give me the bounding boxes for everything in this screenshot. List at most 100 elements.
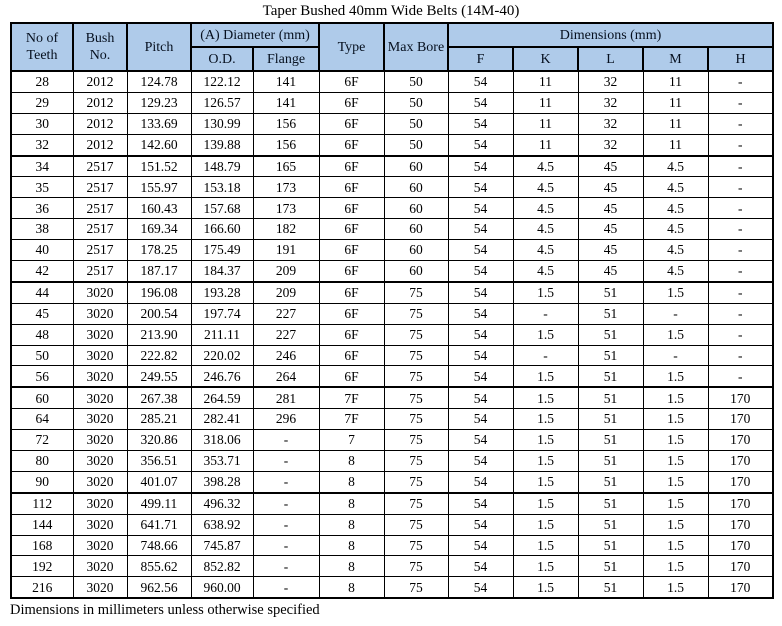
cell: 40 bbox=[10, 239, 74, 262]
cell: - bbox=[707, 344, 774, 367]
cell: - bbox=[512, 302, 579, 325]
cell: 1.5 bbox=[642, 386, 709, 410]
cell: 178.25 bbox=[126, 239, 192, 262]
table-row: 50 3020 222.82 220.02 246 6F 75 54-51- - bbox=[10, 344, 774, 367]
cell: 3020 bbox=[72, 491, 128, 515]
cell: 1.5 bbox=[512, 470, 579, 494]
cell: 4.5 bbox=[642, 218, 709, 241]
cell: 170 bbox=[707, 429, 774, 452]
header-type: Type bbox=[318, 22, 385, 72]
cell: 170 bbox=[707, 576, 774, 599]
cell: 1.5 bbox=[512, 491, 579, 515]
cell: 142.60 bbox=[126, 133, 192, 157]
cell: 54 bbox=[447, 408, 514, 431]
cell: 168 bbox=[10, 534, 74, 557]
cell: 960.00 bbox=[190, 576, 254, 599]
cell: 51 bbox=[577, 323, 644, 346]
table-row: 38 2517 169.34 166.60 182 6F 60 54 4.5 45 4.5- bbox=[10, 218, 774, 241]
cell: - bbox=[707, 133, 774, 157]
cell: 191 bbox=[252, 239, 320, 262]
cell: - bbox=[707, 365, 774, 388]
cell: 51 bbox=[577, 555, 644, 578]
table-row: 36 2517 160.43 157.68 173 6F 60 54 4.5 45 4.5- bbox=[10, 197, 774, 220]
table-body: 28 2012 124.78 122.12 141 6F 50 54 11 32 11-29 2012… bbox=[10, 70, 774, 599]
cell: 11 bbox=[512, 112, 579, 135]
cell: 170 bbox=[707, 450, 774, 472]
cell: 1.5 bbox=[642, 555, 709, 578]
cell: 213.90 bbox=[126, 323, 192, 346]
cell: 1.5 bbox=[642, 280, 709, 304]
cell: 75 bbox=[383, 365, 449, 388]
cell: 54 bbox=[447, 491, 514, 515]
cell: 196.08 bbox=[126, 280, 192, 304]
cell: 3020 bbox=[72, 323, 128, 346]
cell: 32 bbox=[10, 133, 74, 157]
table-row: 42 2517 187.17 184.37 209 6F 60 54 4.5 45 4.5- bbox=[10, 260, 774, 283]
cell: 56 bbox=[10, 365, 74, 388]
cell: - bbox=[707, 112, 774, 135]
cell: 34 bbox=[10, 154, 74, 178]
cell: 4.5 bbox=[642, 197, 709, 220]
cell: 6F bbox=[318, 323, 385, 346]
cell: 2012 bbox=[72, 112, 128, 135]
table-row: 44 3020 196.08 193.28 209 6F 75 54 1.5 51 1.5- bbox=[10, 280, 774, 304]
cell: 54 bbox=[447, 555, 514, 578]
cell: 60 bbox=[383, 197, 449, 220]
cell: 227 bbox=[252, 323, 320, 346]
cell: 6F bbox=[318, 218, 385, 241]
cell: 45 bbox=[577, 197, 644, 220]
cell: 60 bbox=[383, 260, 449, 283]
cell: 748.66 bbox=[126, 534, 192, 557]
cell: 1.5 bbox=[512, 386, 579, 410]
header-h: H bbox=[707, 46, 774, 72]
cell: 1.5 bbox=[512, 534, 579, 557]
cell: 11 bbox=[642, 133, 709, 157]
cell: 170 bbox=[707, 386, 774, 410]
cell: 75 bbox=[383, 323, 449, 346]
cell: 267.38 bbox=[126, 386, 192, 410]
cell: 60 bbox=[10, 386, 74, 410]
cell: 401.07 bbox=[126, 470, 192, 494]
cell: 1.5 bbox=[512, 408, 579, 431]
cell: 6F bbox=[318, 154, 385, 178]
cell: 50 bbox=[383, 91, 449, 114]
cell: 1.5 bbox=[512, 513, 579, 536]
cell: 200.54 bbox=[126, 302, 192, 325]
cell: 75 bbox=[383, 302, 449, 325]
cell: 246.76 bbox=[190, 365, 254, 388]
cell: 30 bbox=[10, 112, 74, 135]
cell: 3020 bbox=[72, 450, 128, 472]
cell: 75 bbox=[383, 344, 449, 367]
cell: 75 bbox=[383, 576, 449, 599]
cell: 32 bbox=[577, 133, 644, 157]
cell: - bbox=[707, 154, 774, 178]
cell: 962.56 bbox=[126, 576, 192, 599]
cell: 129.23 bbox=[126, 91, 192, 114]
cell: 75 bbox=[383, 280, 449, 304]
cell: 187.17 bbox=[126, 260, 192, 283]
header-flange: Flange bbox=[252, 46, 320, 72]
cell: 54 bbox=[447, 323, 514, 346]
cell: 139.88 bbox=[190, 133, 254, 157]
cell: 32 bbox=[577, 91, 644, 114]
cell: 51 bbox=[577, 513, 644, 536]
cell: 54 bbox=[447, 534, 514, 557]
cell: 54 bbox=[447, 260, 514, 283]
cell: 170 bbox=[707, 534, 774, 557]
cell: 3020 bbox=[72, 513, 128, 536]
cell: 281 bbox=[252, 386, 320, 410]
cell: - bbox=[707, 302, 774, 325]
belts-spec-table: No of Teeth Bush No. Pitch (A) Diameter … bbox=[10, 22, 774, 600]
cell: 54 bbox=[447, 344, 514, 367]
cell: 60 bbox=[383, 154, 449, 178]
cell: 3020 bbox=[72, 280, 128, 304]
cell: 7 bbox=[318, 429, 385, 452]
cell: 36 bbox=[10, 197, 74, 220]
cell: 45 bbox=[577, 154, 644, 178]
cell: 32 bbox=[577, 70, 644, 93]
cell: 75 bbox=[383, 408, 449, 431]
cell: 50 bbox=[383, 70, 449, 93]
cell: 4.5 bbox=[642, 239, 709, 262]
cell: 4.5 bbox=[642, 260, 709, 283]
table-row: 144 3020 641.71 638.92-8 75 54 1.5 51 1.5 170 bbox=[10, 513, 774, 536]
